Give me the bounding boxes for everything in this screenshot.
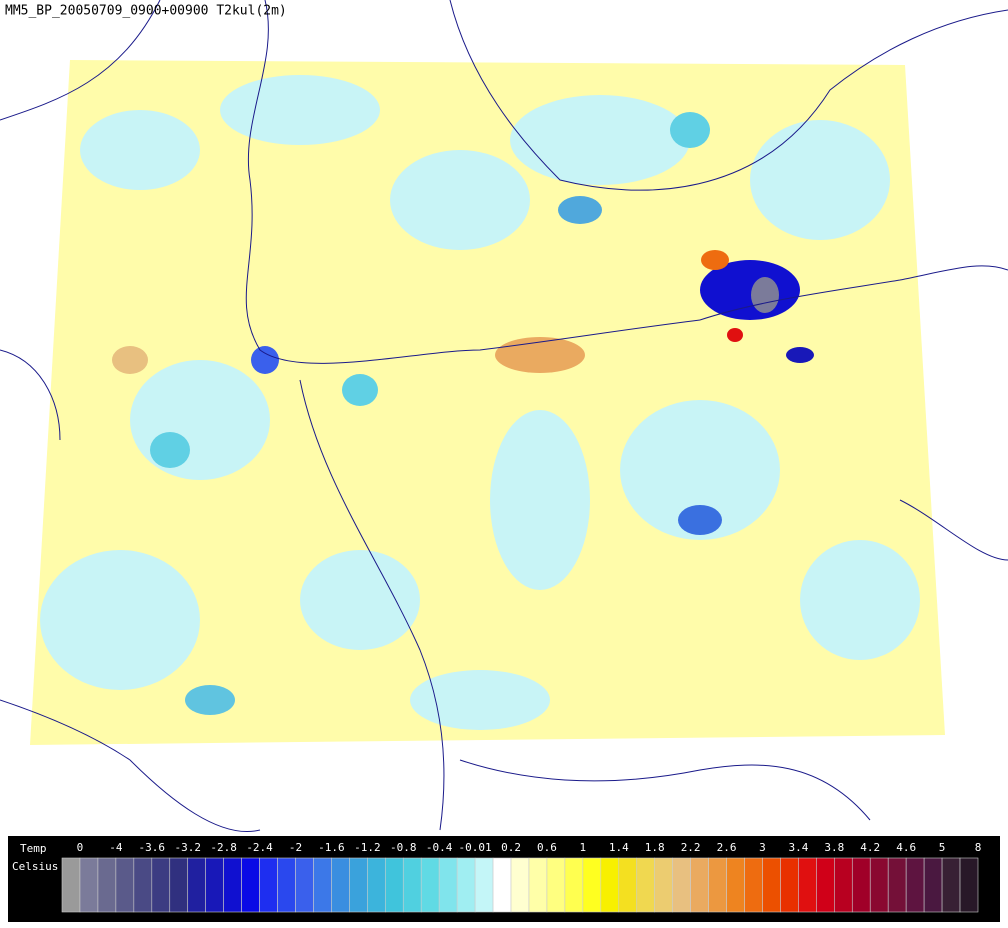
legend-tick-label: 1	[580, 841, 587, 854]
legend-swatch	[726, 857, 745, 913]
legend-swatch	[510, 857, 530, 913]
legend-swatch	[690, 857, 709, 913]
legend-swatch	[349, 857, 368, 913]
legend-swatch	[241, 857, 260, 913]
legend-swatch	[636, 857, 656, 913]
legend-swatch	[851, 857, 871, 913]
legend-swatch	[97, 857, 117, 913]
legend-swatch	[708, 857, 727, 913]
legend-tick-label: 4.2	[860, 841, 880, 854]
legend-tick-label: 2.2	[681, 841, 701, 854]
legend-tick-label: 3.4	[788, 841, 808, 854]
legend-tick-label: -2	[289, 841, 302, 854]
legend-tick-label: 1.4	[609, 841, 629, 854]
legend-tick-label: -2.8	[210, 841, 237, 854]
legend-tick-label: 0.2	[501, 841, 521, 854]
legend-swatch	[528, 857, 548, 913]
legend-tick-label: -0.4	[426, 841, 453, 854]
colorbar: Temp Celsius 0 -4 -3.6 -3.2 -2.8 -2.4 -2 -1.6 -1…	[8, 836, 1000, 922]
legend-tick-label: -1.6	[318, 841, 345, 854]
legend-tick-label: 3	[759, 841, 766, 854]
legend-swatch	[456, 857, 476, 913]
legend-tick-label: -0.01	[459, 841, 492, 854]
legend-swatch	[169, 857, 189, 913]
map-title: MM5_BP_20050709_0900+00900 T2kul(2m)	[5, 4, 287, 19]
legend-swatch	[61, 857, 81, 913]
legend-swatch	[402, 857, 422, 913]
legend-swatch	[582, 857, 602, 913]
legend-swatch	[546, 857, 566, 913]
legend-swatch	[277, 857, 296, 913]
legend-tick-label: 3.8	[824, 841, 844, 854]
legend-swatch	[654, 857, 673, 913]
legend-swatch	[474, 857, 494, 913]
field	[40, 75, 920, 730]
legend-swatch	[923, 857, 943, 913]
legend-swatch	[367, 857, 386, 913]
domain	[30, 60, 945, 745]
legend-unit: Celsius	[12, 860, 58, 873]
legend-tick-label: 1.8	[645, 841, 665, 854]
legend-tick-label: -0.8	[390, 841, 417, 854]
legend-swatch	[295, 857, 314, 913]
legend-tick-label: -3.2	[174, 841, 201, 854]
legend-swatch	[600, 857, 620, 913]
legend-swatch	[384, 857, 404, 913]
legend-swatch	[798, 857, 817, 913]
legend-tick-label: -4	[109, 841, 123, 854]
legend-tick-label: 4.6	[896, 841, 916, 854]
swatches	[61, 857, 979, 913]
legend-tick-label: 0	[77, 841, 84, 854]
legend-swatch	[941, 857, 961, 913]
legend-swatch	[834, 857, 853, 913]
legend-swatch	[744, 857, 763, 913]
legend-swatch	[438, 857, 458, 913]
legend-swatch	[133, 857, 153, 913]
legend-swatch	[869, 857, 889, 913]
legend-swatch	[887, 857, 907, 913]
legend-tick-label: 8	[975, 841, 982, 854]
legend-swatch	[905, 857, 925, 913]
legend-swatch	[618, 857, 638, 913]
legend-swatch	[79, 857, 99, 913]
legend-swatch	[959, 857, 979, 913]
legend-swatch	[223, 857, 242, 913]
legend-swatch	[780, 857, 799, 913]
legend-swatch	[672, 857, 691, 913]
legend-swatch	[420, 857, 440, 913]
legend-swatch	[187, 857, 206, 913]
legend-swatch	[205, 857, 224, 913]
legend-swatch	[151, 857, 171, 913]
tick-labels: 0 -4 -3.6 -3.2 -2.8 -2.4 -2 -1.6 -1.2 -0.8 -0.4 -0.…	[77, 841, 982, 854]
legend-swatch	[331, 857, 350, 913]
map	[0, 0, 1008, 832]
legend-swatch	[762, 857, 781, 913]
legend-swatch	[492, 857, 512, 913]
legend-swatch	[564, 857, 584, 913]
legend-swatch	[816, 857, 835, 913]
legend-tick-label: -1.2	[354, 841, 381, 854]
borders	[0, 0, 1008, 832]
legend-swatch	[259, 857, 278, 913]
legend-tick-label: 5	[939, 841, 946, 854]
legend-tick-label: 0.6	[537, 841, 557, 854]
legend-label: Temp	[20, 842, 47, 855]
legend-tick-label: -2.4	[246, 841, 273, 854]
legend-tick-label: 2.6	[717, 841, 737, 854]
legend-swatch	[115, 857, 135, 913]
legend-tick-label: -3.6	[139, 841, 166, 854]
legend-swatch	[313, 857, 332, 913]
